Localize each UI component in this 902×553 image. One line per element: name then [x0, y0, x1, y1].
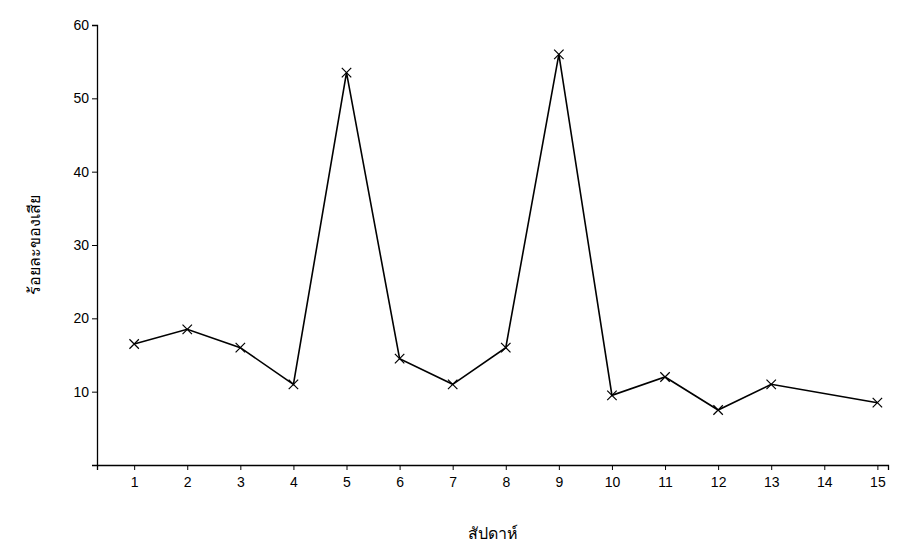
marker	[395, 354, 404, 363]
y-tick: 30	[73, 237, 97, 253]
x-tick-label: 8	[502, 474, 510, 490]
y-tick: 40	[73, 164, 97, 180]
x-tick: 3	[237, 465, 245, 490]
x-tick: 15	[870, 465, 886, 490]
marker	[501, 343, 510, 352]
y-tick-mark	[92, 245, 97, 246]
x-axis-line	[98, 466, 889, 471]
x-tick: 11	[658, 465, 673, 490]
x-tick: 7	[449, 465, 457, 490]
x-tick-label: 5	[343, 474, 351, 490]
y-tick: 50	[73, 90, 97, 106]
marker	[607, 391, 616, 400]
x-tick-label: 11	[658, 474, 673, 490]
x-tick: 14	[817, 465, 833, 490]
y-tick-mark	[92, 98, 97, 99]
x-tick: 5	[343, 465, 351, 490]
x-tick: 12	[711, 465, 727, 490]
x-tick-label: 10	[605, 474, 621, 490]
x-tick-label: 4	[290, 474, 298, 490]
x-tick: 9	[555, 465, 563, 490]
y-tick: 60	[73, 17, 97, 33]
x-tick-mark	[134, 465, 135, 470]
x-tick: 13	[764, 465, 780, 490]
x-tick-mark	[187, 465, 188, 470]
x-tick-mark	[400, 465, 401, 470]
y-tick-label: 60	[73, 17, 89, 33]
plot: 123456789101112131415102030405060	[73, 17, 888, 490]
x-axis-title: สัปดาห์	[468, 524, 518, 543]
data-layer	[129, 50, 882, 415]
marker	[289, 380, 298, 389]
x-tick-mark	[293, 465, 294, 470]
x-tick: 6	[396, 465, 404, 490]
y-tick-label: 40	[73, 164, 89, 180]
marker	[873, 398, 882, 407]
y-tick-label: 50	[73, 90, 89, 106]
marker	[183, 325, 192, 334]
y-tick: 10	[73, 384, 97, 400]
marker	[713, 405, 722, 414]
series-line	[134, 54, 877, 410]
x-tick-mark	[771, 465, 772, 470]
x-tick-mark	[877, 465, 878, 470]
marker	[448, 380, 457, 389]
y-tick: 20	[73, 310, 97, 326]
x-tick-label: 9	[555, 474, 563, 490]
x-tick-label: 3	[237, 474, 245, 490]
x-axis: 123456789101112131415	[98, 465, 889, 490]
x-tick-label: 15	[870, 474, 886, 490]
x-tick-mark	[824, 465, 825, 470]
x-tick-mark	[612, 465, 613, 470]
y-tick-mark	[92, 392, 97, 393]
x-tick: 8	[502, 465, 510, 490]
x-tick-mark	[665, 465, 666, 470]
x-tick-label: 1	[131, 474, 139, 490]
marker	[342, 68, 351, 77]
marker	[554, 50, 563, 59]
marker	[236, 343, 245, 352]
x-tick-mark	[453, 465, 454, 470]
y-axis-title: ร้อยละของเสีย	[25, 195, 44, 295]
marker	[129, 339, 138, 348]
x-tick-label: 13	[764, 474, 780, 490]
y-tick-label: 30	[73, 237, 89, 253]
y-tick-label: 10	[73, 384, 89, 400]
y-axis: 10 20 30 40 50 60	[73, 17, 97, 466]
x-tick: 2	[184, 465, 192, 490]
x-tick-label: 2	[184, 474, 192, 490]
x-tick-label: 6	[396, 474, 404, 490]
y-axis-line	[92, 26, 98, 466]
x-tick-mark	[559, 465, 560, 470]
x-tick-mark	[347, 465, 348, 470]
chart: 123456789101112131415102030405060สัปดาห์…	[0, 0, 902, 553]
x-tick-label: 7	[449, 474, 457, 490]
y-tick-mark	[92, 25, 97, 26]
marker	[766, 380, 775, 389]
x-tick-mark	[718, 465, 719, 470]
x-tick: 1	[131, 465, 139, 490]
x-tick-label: 14	[817, 474, 833, 490]
y-tick-mark	[92, 172, 97, 173]
x-tick-mark	[240, 465, 241, 470]
x-tick-label: 12	[711, 474, 727, 490]
marker	[660, 372, 669, 381]
y-tick-label: 20	[73, 310, 89, 326]
x-tick-mark	[506, 465, 507, 470]
x-tick: 10	[605, 465, 621, 490]
y-tick-mark	[92, 318, 97, 319]
x-tick: 4	[290, 465, 298, 490]
